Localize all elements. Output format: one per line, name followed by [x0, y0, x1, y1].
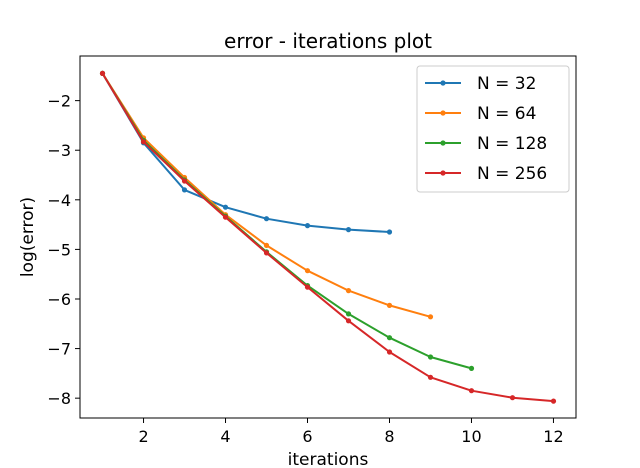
x-tick-label: 12 [543, 427, 563, 446]
y-tick-label: −4 [47, 191, 71, 210]
axes: 2 4 6 8 10 12 −2 −3 −4 −5 −6 −7 −8 [47, 55, 577, 446]
x-tick-label: 10 [461, 427, 481, 446]
legend-marker [440, 110, 446, 116]
legend-marker [440, 80, 446, 86]
y-axis-label: log(error) [18, 197, 38, 277]
data-point [181, 178, 188, 184]
legend-marker [440, 140, 446, 146]
data-point [427, 314, 434, 320]
data-point [263, 242, 270, 248]
legend-box [416, 65, 570, 193]
data-point [304, 223, 311, 229]
y-tick-label: −3 [47, 141, 71, 160]
series-line-1 [101, 72, 431, 318]
data-point [304, 284, 311, 290]
data-point [345, 318, 352, 324]
y-tick-label: −2 [47, 92, 71, 111]
data-point [509, 395, 516, 401]
x-axis-label: iterations [288, 450, 369, 468]
data-point [140, 139, 147, 145]
legend-label: N = 64 [477, 104, 536, 124]
data-point [222, 214, 229, 220]
x-tick-label: 2 [138, 427, 148, 446]
data-point [263, 250, 270, 256]
data-point [427, 354, 434, 360]
data-point [386, 302, 393, 308]
y-tick-label: −8 [47, 389, 71, 408]
data-point [550, 398, 557, 404]
data-point [386, 229, 393, 235]
x-tick-label: 8 [384, 427, 394, 446]
legend-label: N = 32 [477, 74, 536, 94]
chart-title: error - iterations plot [224, 29, 432, 53]
axes-frame [79, 55, 577, 419]
y-tick-label: −7 [47, 340, 71, 359]
plot-area [99, 70, 557, 404]
series-line-0 [101, 72, 390, 233]
data-point [345, 311, 352, 317]
data-point [222, 204, 229, 210]
legend: N = 32 N = 64 N = 128 N = 256 [416, 65, 570, 193]
data-point [99, 70, 106, 76]
data-point [427, 374, 434, 380]
data-point [263, 216, 270, 222]
legend-label: N = 256 [477, 164, 547, 184]
y-tick-label: −5 [47, 240, 71, 259]
data-point [468, 388, 475, 394]
data-point [386, 335, 393, 341]
data-point [304, 268, 311, 274]
data-point [345, 288, 352, 294]
data-point [468, 365, 475, 371]
legend-label: N = 128 [477, 134, 547, 154]
x-tick-label: 4 [220, 427, 230, 446]
series-line-2 [101, 72, 472, 370]
data-point [181, 187, 188, 193]
series-line-3 [101, 72, 554, 403]
data-point [345, 227, 352, 233]
y-tick-label: −6 [47, 290, 71, 309]
data-point [386, 349, 393, 355]
x-tick-label: 6 [302, 427, 312, 446]
legend-marker [440, 170, 446, 176]
